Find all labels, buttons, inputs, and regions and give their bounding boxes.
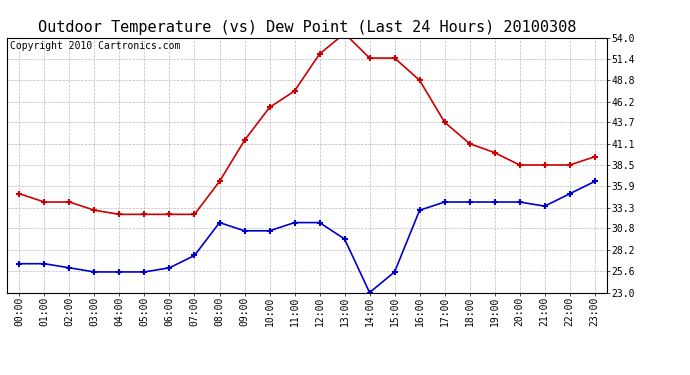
Title: Outdoor Temperature (vs) Dew Point (Last 24 Hours) 20100308: Outdoor Temperature (vs) Dew Point (Last… — [38, 20, 576, 35]
Text: Copyright 2010 Cartronics.com: Copyright 2010 Cartronics.com — [10, 41, 180, 51]
